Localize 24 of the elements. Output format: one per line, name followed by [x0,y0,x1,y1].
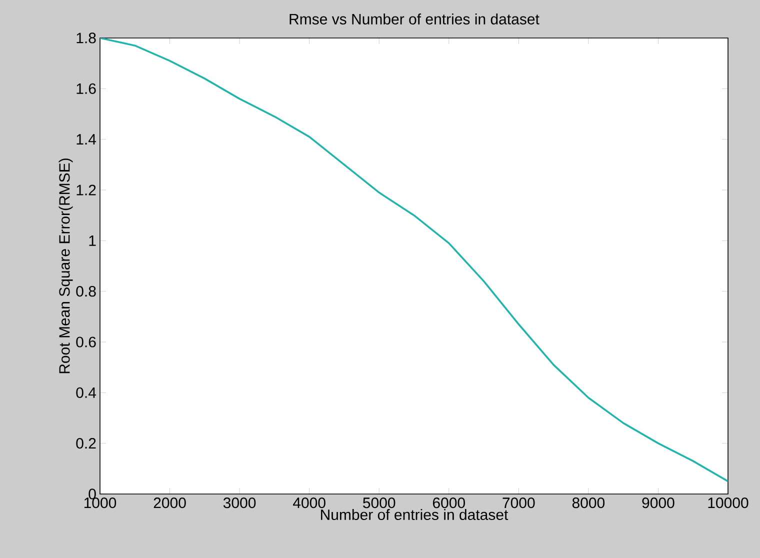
line-series [100,38,728,482]
x-axis-title: Number of entries in dataset [321,509,508,520]
y-tick-label: 0.6 [76,336,96,348]
y-tick-label: 1.8 [76,32,96,44]
x-tick-label: 8000 [572,498,605,508]
x-tick-label: 5000 [363,498,396,508]
y-tick-label: 1 [89,236,96,246]
x-tick-label: 10000 [708,498,748,508]
x-tick-label: 3000 [223,498,256,508]
y-tick-label: 0.2 [76,438,96,449]
y-tick-label: 0.4 [76,387,96,398]
y-tick-label: 1.2 [76,184,96,196]
y-tick-label: 0.8 [76,286,96,297]
x-tick-label: 2000 [154,498,186,508]
y-tick-label: 1.4 [76,134,96,144]
y-tick-label: 1.6 [76,83,96,94]
chart-title: Rmse vs Number of entries in dataset [290,13,540,24]
x-tick-label: 4000 [292,498,326,508]
x-tick-label: 1000 [84,498,116,508]
y-axis-title: Root Mean Square Error(RMSE) [58,158,73,374]
x-tick-label: 7000 [502,498,535,508]
y-tick-label: 0 [88,488,96,500]
x-tick-label: 6000 [432,498,465,508]
x-tick-label: 9000 [642,498,674,508]
